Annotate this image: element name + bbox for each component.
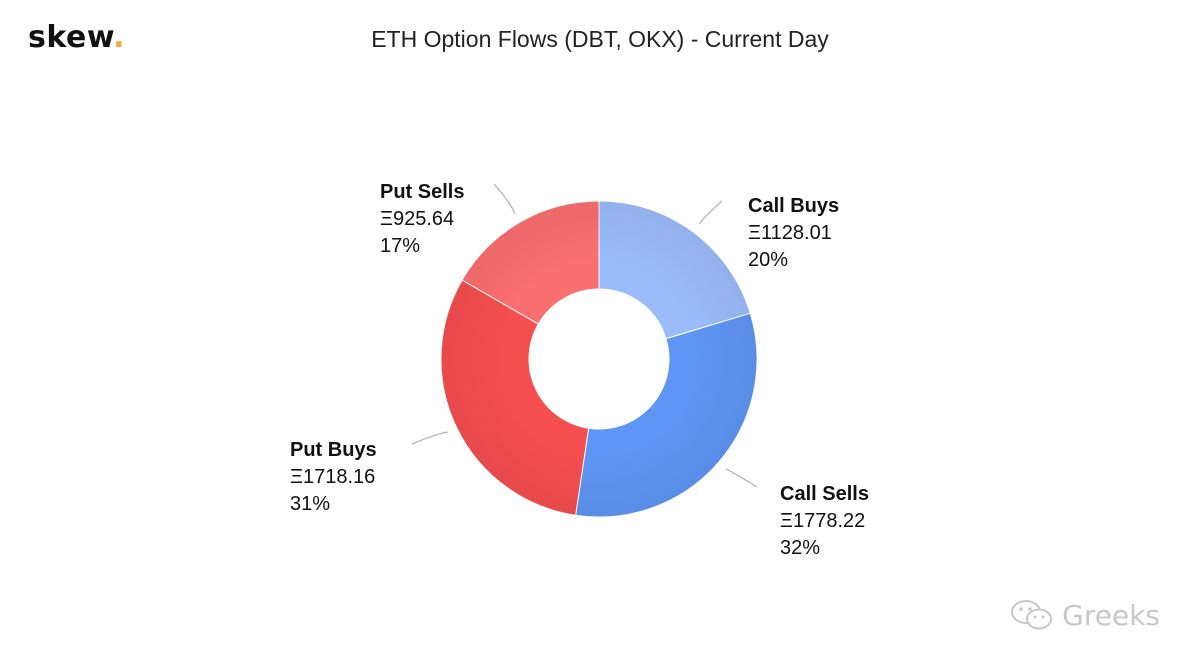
slice-call-sells[interactable]: [575, 312, 758, 518]
label-percent: 32%: [780, 537, 821, 559]
label-name: Put Sells: [380, 181, 465, 203]
watermark-text: Greeks: [1062, 598, 1160, 632]
slice-call-buys[interactable]: [598, 200, 751, 340]
label-percent: 31%: [290, 493, 331, 515]
leader-line-call-buys: [698, 200, 723, 225]
label-value: Ξ925.64: [380, 208, 455, 230]
label-call-sells: Call Sells Ξ1778.22 32%: [780, 481, 869, 562]
leader-line-put-sells: [493, 183, 516, 214]
logo-dot: .: [113, 20, 126, 55]
label-name: Call Sells: [780, 483, 869, 505]
chart-title: ETH Option Flows (DBT, OKX) - Current Da…: [371, 26, 829, 52]
skew-logo: skew.: [28, 20, 125, 55]
leader-line-put-buys: [411, 431, 448, 445]
slice-put-buys[interactable]: [440, 279, 590, 516]
leader-line-call-sells: [725, 468, 758, 488]
label-put-sells: Put Sells Ξ925.64 17%: [380, 179, 464, 260]
label-name: Call Buys: [748, 195, 840, 217]
label-percent: 20%: [748, 249, 789, 271]
label-put-buys: Put Buys Ξ1718.16 31%: [290, 437, 377, 518]
logo-text: skew: [28, 20, 114, 55]
wechat-icon: [1010, 598, 1054, 632]
label-call-buys: Call Buys Ξ1128.01 20%: [748, 193, 839, 274]
watermark: Greeks: [1010, 598, 1160, 632]
label-value: Ξ1128.01: [748, 222, 832, 244]
label-name: Put Buys: [290, 439, 377, 461]
label-percent: 17%: [380, 235, 421, 257]
label-value: Ξ1718.16: [290, 466, 376, 488]
label-value: Ξ1778.22: [780, 510, 866, 532]
